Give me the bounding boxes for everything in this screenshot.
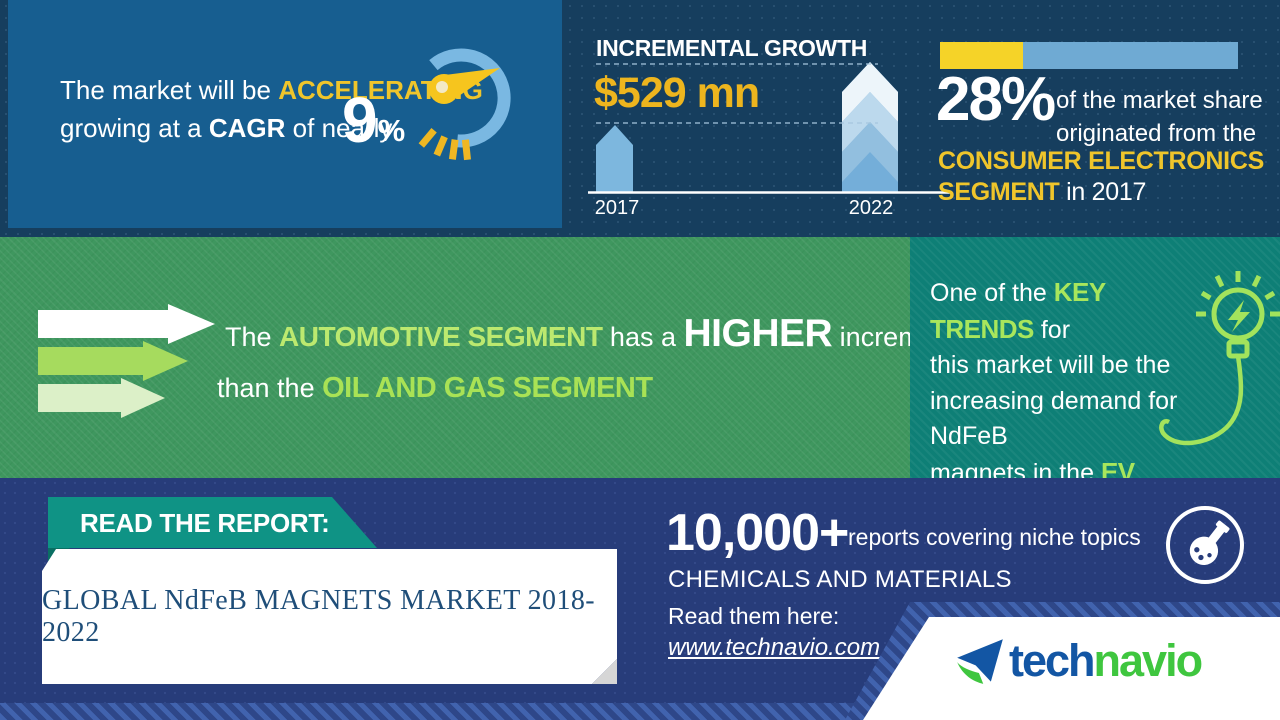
flask-icon xyxy=(1189,520,1230,565)
year-label-2022: 2022 xyxy=(848,197,894,219)
comparison-line1: The AUTOMOTIVE SEGMENT has a HIGHER incr… xyxy=(225,312,1068,356)
share-text: of the market share originated from the xyxy=(1056,84,1263,150)
reports-count: 10,000+ xyxy=(666,504,849,562)
speedometer-gauge-icon xyxy=(418,48,511,161)
category-label: CHEMICALS AND MATERIALS xyxy=(668,566,1012,593)
technavio-logo-icon xyxy=(957,639,1003,684)
oil-gas-segment-label: OIL AND GAS SEGMENT xyxy=(322,372,653,404)
top-band: The market will be ACCELERATING growing … xyxy=(0,0,1280,237)
logo-panel xyxy=(863,617,1280,720)
year-label-2017: 2017 xyxy=(594,197,640,219)
cagr-card xyxy=(8,0,562,228)
share-segment-line2: SEGMENT xyxy=(938,178,1060,206)
arrows-icon xyxy=(38,304,215,418)
growth-bar-chart xyxy=(588,62,952,194)
comparison-panel xyxy=(0,237,910,478)
logo-text-navio: navio xyxy=(1093,635,1204,686)
logo-text-tech: tech xyxy=(1009,635,1096,686)
cmp-line1-pre: The xyxy=(225,322,280,352)
cagr-text: The market will be ACCELERATING growing … xyxy=(60,71,483,147)
comparison-line2: than the OIL AND GAS SEGMENT xyxy=(217,372,653,405)
share-value: 28% xyxy=(936,65,1056,134)
automotive-segment-label: AUTOMOTIVE SEGMENT xyxy=(279,321,603,352)
trend-line2: this market will be the xyxy=(930,351,1171,379)
trend-line1-pre: One of the xyxy=(930,279,1054,307)
share-progress-bar xyxy=(940,42,1238,69)
lightbulb-icon xyxy=(1159,271,1280,446)
flask-badge xyxy=(1166,506,1244,584)
read-them-here-label: Read them here: xyxy=(668,603,840,629)
share-progress-fill xyxy=(940,42,1024,69)
trend-line1-post: for xyxy=(1033,315,1071,344)
folded-corner xyxy=(592,659,617,684)
technavio-logo-text: technavio xyxy=(1009,635,1204,686)
share-segment-text: CONSUMER ELECTRONICS SEGMENT in 2017 xyxy=(938,146,1264,208)
report-box: GLOBAL NdFeB MAGNETS MARKET 2018-2022 xyxy=(42,549,617,684)
cagr-line1-pre: The market will be xyxy=(60,75,279,105)
key-trends-label: KEY TRENDS xyxy=(930,277,1106,344)
cagr-line2-pre: growing at a xyxy=(60,113,209,143)
cagr-value: 9 % xyxy=(342,84,406,156)
incremental-growth-title: INCREMENTAL GROWTH xyxy=(596,35,868,61)
share-text-line1: of the market share xyxy=(1056,87,1263,114)
report-title: GLOBAL NdFeB MAGNETS MARKET 2018-2022 xyxy=(42,584,595,648)
share-progress-rest xyxy=(1023,42,1238,69)
cagr-line2-bold: CAGR xyxy=(208,113,286,143)
read-report-label: READ THE REPORT: xyxy=(80,508,330,538)
incremental-growth-value: $529 mn xyxy=(594,69,760,117)
reports-count-suffix: reports covering niche topics xyxy=(848,524,1141,550)
cmp-line2-pre: than the xyxy=(217,373,323,403)
cagr-percent-sign: % xyxy=(377,113,406,148)
trend-line3: increasing demand for NdFeB xyxy=(930,386,1178,451)
cagr-line2-post: of nearly xyxy=(285,113,393,143)
read-report-banner: READ THE REPORT: xyxy=(48,497,377,548)
technavio-url-link[interactable]: www.technavio.com xyxy=(668,634,881,661)
share-segment-suffix: in 2017 xyxy=(1059,178,1147,206)
share-text-line2: originated from the xyxy=(1056,120,1257,147)
cagr-number: 9 xyxy=(342,84,378,156)
share-segment-line1: CONSUMER ELECTRONICS xyxy=(938,147,1264,175)
higher-emphasis: HIGHER xyxy=(683,312,833,355)
technavio-logo: technavio xyxy=(955,635,1204,686)
cmp-line1-mid: has a xyxy=(602,322,684,352)
